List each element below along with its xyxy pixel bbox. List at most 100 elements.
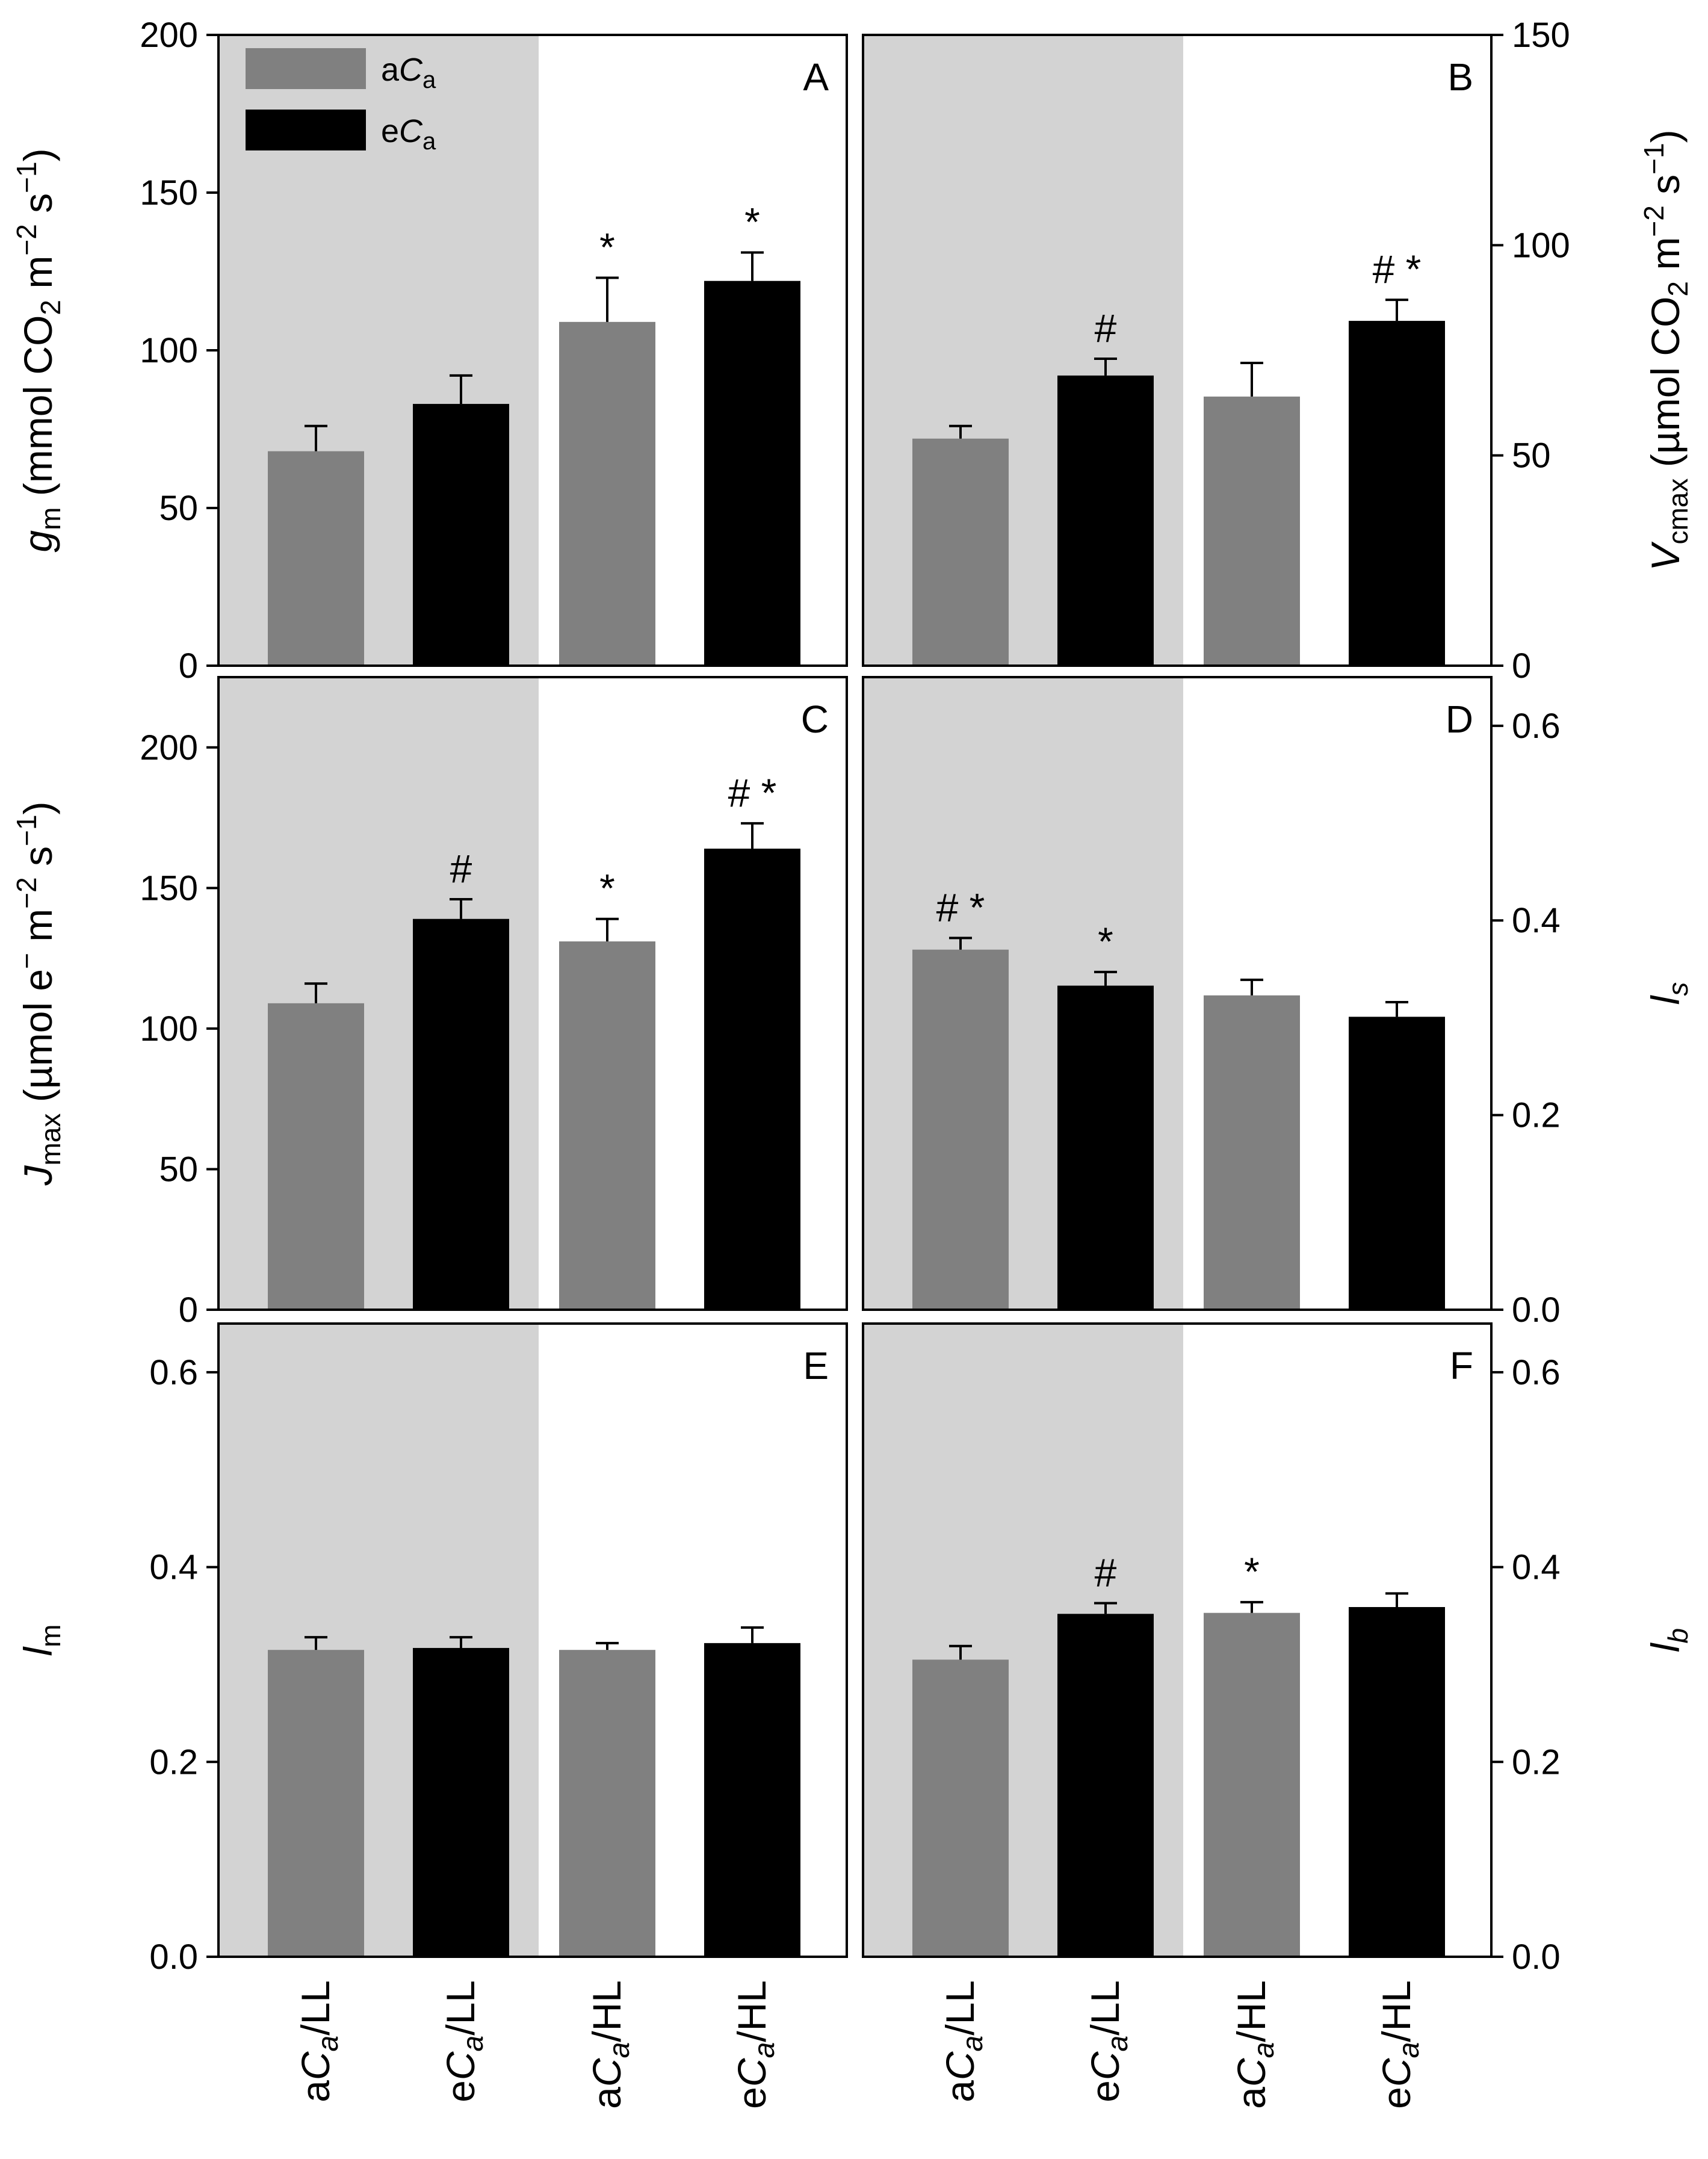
bar-e-2 bbox=[413, 1647, 509, 1957]
panel-frame bbox=[217, 1322, 848, 1958]
panel-frame bbox=[862, 34, 1493, 667]
y-tick-label: 100 bbox=[140, 1009, 198, 1049]
legend-label: aCa bbox=[381, 52, 436, 93]
bar-c-1 bbox=[268, 1003, 364, 1310]
error-bar bbox=[741, 1626, 764, 1643]
y-tick-label: 150 bbox=[1512, 16, 1570, 55]
bar-e-1 bbox=[268, 1650, 364, 1957]
bar-f-4 bbox=[1349, 1606, 1445, 1957]
category-label: eCa/HL bbox=[729, 1980, 781, 2109]
y-axis-label: ls bbox=[1643, 982, 1694, 1005]
error-bar bbox=[305, 1636, 327, 1650]
bar-e-3 bbox=[559, 1650, 655, 1957]
panel-c: # * # * C 0 50 100 150 200 Jmax (µmol e− m−2 s−1) bbox=[11, 676, 848, 1330]
error-bar bbox=[949, 424, 972, 439]
error-bar bbox=[305, 424, 327, 451]
y-tick-label: 0.6 bbox=[149, 1353, 198, 1392]
panel-letter: B bbox=[1447, 55, 1473, 99]
error-bar bbox=[741, 251, 764, 281]
y-tick-label: 150 bbox=[140, 173, 198, 212]
bar-a-1 bbox=[268, 451, 364, 666]
error-bar bbox=[1240, 978, 1263, 996]
error-bar bbox=[450, 898, 472, 919]
error-bar bbox=[305, 982, 327, 1003]
y-tick-label: 0 bbox=[179, 1290, 198, 1330]
y-axis-label: gm (mmol CO2 m−2 s−1) bbox=[11, 148, 66, 552]
bar-b-3 bbox=[1204, 396, 1300, 666]
panel-letter: E bbox=[803, 1344, 829, 1387]
bar-c-2 bbox=[413, 918, 509, 1310]
bar-a-4 bbox=[704, 280, 800, 666]
legend: aCa eCa bbox=[246, 48, 436, 155]
legend-item-2: eCa bbox=[246, 110, 436, 155]
bar-a-3 bbox=[559, 321, 655, 666]
error-bar bbox=[596, 276, 619, 322]
error-bar bbox=[1385, 1592, 1408, 1607]
bar-c-4 bbox=[704, 848, 800, 1310]
error-bar bbox=[1094, 357, 1117, 376]
error-bar bbox=[450, 374, 472, 404]
y-axis-label: lb bbox=[1643, 1628, 1694, 1652]
significance-mark: * bbox=[1098, 919, 1113, 964]
panel-frame bbox=[862, 676, 1493, 1311]
panel-letter: C bbox=[801, 698, 829, 741]
y-tick-label: 50 bbox=[1512, 436, 1551, 475]
panel-letter: D bbox=[1446, 698, 1473, 741]
y-tick-label: 0.4 bbox=[149, 1548, 198, 1587]
error-bar bbox=[450, 1636, 472, 1648]
panel-e: E 0.0 0.2 0.4 0.6 lm bbox=[16, 1322, 848, 1977]
y-tick-label: 100 bbox=[1512, 226, 1570, 265]
y-tick-label: 0.2 bbox=[1512, 1742, 1561, 1782]
significance-mark: # bbox=[1095, 306, 1117, 350]
y-tick-label: 200 bbox=[140, 728, 198, 767]
bar-a-2 bbox=[413, 404, 509, 666]
y-tick-label: 150 bbox=[140, 869, 198, 908]
error-bar bbox=[741, 822, 764, 849]
bar-f-1 bbox=[912, 1659, 1009, 1957]
legend-item-1: aCa bbox=[246, 48, 436, 93]
y-tick-label: 0.2 bbox=[149, 1742, 198, 1782]
category-label: eCa/HL bbox=[1374, 1980, 1425, 2109]
error-bar bbox=[1094, 970, 1117, 986]
error-bar bbox=[949, 1644, 972, 1660]
panel-b: # # * B 0 50 100 150 Vcmax (µmol CO2 m−2 s−1) bbox=[862, 16, 1694, 686]
category-label: aCa/HL bbox=[1229, 1980, 1280, 2109]
error-bar bbox=[1385, 1001, 1408, 1017]
legend-label: eCa bbox=[381, 113, 436, 155]
y-tick-label: 0.6 bbox=[1512, 1353, 1561, 1392]
bar-d-4 bbox=[1349, 1017, 1445, 1310]
significance-mark: * bbox=[1244, 1549, 1260, 1594]
legend-swatch bbox=[246, 110, 366, 150]
significance-mark: # bbox=[450, 846, 472, 891]
y-tick-label: 0.4 bbox=[1512, 901, 1561, 940]
error-bar bbox=[1094, 1602, 1117, 1614]
y-axis-label: Jmax (µmol e− m−2 s−1) bbox=[11, 801, 66, 1186]
y-tick-label: 200 bbox=[140, 16, 198, 55]
bar-f-3 bbox=[1204, 1612, 1300, 1957]
legend-swatch bbox=[246, 48, 366, 89]
significance-mark: # * bbox=[728, 770, 777, 815]
error-bar bbox=[1385, 299, 1408, 321]
y-tick-label: 100 bbox=[140, 331, 198, 370]
bar-e-4 bbox=[704, 1643, 800, 1957]
significance-mark: * bbox=[599, 866, 615, 911]
error-bar bbox=[596, 917, 619, 942]
panel-f: # * F 0.0 0.2 0.4 0.6 lb bbox=[862, 1322, 1694, 1977]
y-tick-label: 0.6 bbox=[1512, 707, 1561, 746]
y-axis-label: lm bbox=[16, 1625, 66, 1656]
panel-frame bbox=[862, 1322, 1493, 1958]
y-tick-label: 0.0 bbox=[1512, 1938, 1561, 1977]
bar-b-4 bbox=[1349, 321, 1445, 666]
significance-mark: # bbox=[1095, 1550, 1117, 1594]
category-label: eCa/LL bbox=[1083, 1980, 1134, 2102]
x-category-labels: aCa/LL eCa/LL aCa/HL eCa/HL aCa/LL eCa/LL aCa/… bbox=[293, 1980, 1425, 2109]
panel-letter: F bbox=[1450, 1344, 1473, 1387]
bar-d-3 bbox=[1204, 995, 1300, 1310]
error-bar bbox=[596, 1641, 619, 1650]
y-axis-label: Vcmax (µmol CO2 m−2 s−1) bbox=[1638, 129, 1694, 571]
error-bar bbox=[1240, 1600, 1263, 1613]
category-label: aCa/LL bbox=[938, 1980, 989, 2102]
category-label: aCa/LL bbox=[293, 1980, 344, 2102]
bar-c-3 bbox=[559, 941, 655, 1310]
